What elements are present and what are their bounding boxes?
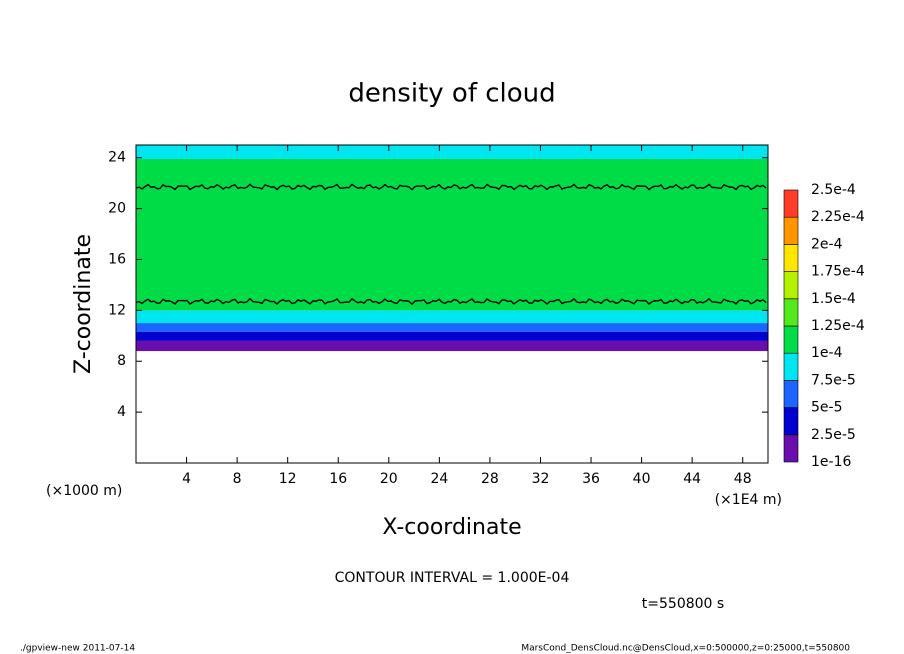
x-tick-label: 44 xyxy=(683,471,701,487)
x-tick-label: 12 xyxy=(279,471,297,487)
colorbar-label: 5e-5 xyxy=(811,400,842,416)
colorbar-swatch xyxy=(783,298,799,327)
time-label: t=550800 s xyxy=(642,596,724,612)
colorbar-swatch xyxy=(783,189,799,218)
colorbar-label: 2.5e-4 xyxy=(811,182,856,198)
colorbar-swatch xyxy=(783,434,799,463)
y-tick-label: 24 xyxy=(108,150,126,166)
colorbar-swatch xyxy=(783,271,799,300)
colorbar-swatch xyxy=(783,352,799,381)
field-band xyxy=(136,340,768,352)
colorbar-label: 1.5e-4 xyxy=(811,291,856,307)
colorbar-label: 2e-4 xyxy=(811,236,843,252)
colorbar-swatch xyxy=(783,407,799,436)
x-tick-label: 24 xyxy=(430,471,448,487)
field-band xyxy=(136,158,768,311)
colorbar-swatch xyxy=(783,216,799,245)
field-band xyxy=(136,323,768,332)
x-axis-label: X-coordinate xyxy=(382,515,521,540)
y-tick-label: 4 xyxy=(117,404,126,420)
x-tick-label: 8 xyxy=(233,471,242,487)
colorbar-label: 1e-16 xyxy=(811,454,851,470)
colorbar-swatch xyxy=(783,325,799,354)
colorbar-label: 2.5e-5 xyxy=(811,427,856,443)
footer-left: ./gpview-new 2011-07-14 xyxy=(20,644,135,654)
x-tick-label: 36 xyxy=(582,471,600,487)
field-band xyxy=(136,310,768,324)
colorbar-swatch xyxy=(783,244,799,272)
colorbar-label: 1.75e-4 xyxy=(811,264,865,280)
x-tick-label: 40 xyxy=(633,471,651,487)
x-tick-label: 16 xyxy=(329,471,347,487)
field-band xyxy=(136,331,768,341)
x-tick-label: 48 xyxy=(734,471,752,487)
y-axis-label: Z-coordinate xyxy=(71,234,96,374)
x-tick-label: 4 xyxy=(182,471,191,487)
chart-title: density of cloud xyxy=(348,79,555,109)
field-band xyxy=(136,145,768,159)
colorbar-label: 1e-4 xyxy=(811,345,843,361)
y-tick-label: 16 xyxy=(108,251,126,267)
colorbar-label: 1.25e-4 xyxy=(811,318,865,334)
colorbar-label: 7.5e-5 xyxy=(811,372,856,388)
x-tick-label: 20 xyxy=(380,471,398,487)
contour-line xyxy=(135,297,767,306)
x-unit: (×1E4 m) xyxy=(715,492,782,508)
y-unit: (×1000 m) xyxy=(46,483,122,499)
y-tick-label: 8 xyxy=(117,353,126,369)
contour-line xyxy=(135,183,767,191)
colorbar-label: 2.25e-4 xyxy=(811,209,865,225)
x-tick-label: 28 xyxy=(481,471,499,487)
plot-frame xyxy=(135,144,769,464)
contour-interval: CONTOUR INTERVAL = 1.000E-04 xyxy=(335,570,570,586)
footer-right: MarsCond_DensCloud.nc@DensCloud,x=0:5000… xyxy=(521,644,850,654)
x-tick-label: 32 xyxy=(532,471,550,487)
colorbar-swatch xyxy=(783,380,799,408)
y-tick-label: 20 xyxy=(108,201,126,217)
y-tick-label: 12 xyxy=(108,302,126,318)
